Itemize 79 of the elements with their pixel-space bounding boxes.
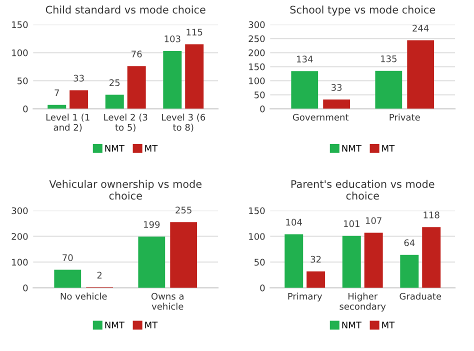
x-tick-label: Level 1 (1 and 2) (46, 114, 90, 132)
y-tick-label: 150 (249, 63, 265, 70)
data-label: 25 (110, 79, 120, 86)
y-tick-label: 150 (249, 207, 265, 214)
y-tick-label: 0 (260, 284, 265, 292)
bar (375, 70, 402, 109)
y-tick-label: 50 (18, 77, 28, 84)
bar (70, 90, 88, 109)
y-tick-label: 250 (248, 35, 265, 42)
data-label: 32 (310, 256, 321, 263)
chart-title: Parent's education vs mode choice (291, 180, 434, 200)
legend-label: NMT (342, 322, 362, 328)
legend-label: MT (145, 322, 158, 328)
legend-label: MT (145, 145, 158, 152)
y-tick-label: 100 (249, 233, 265, 240)
legend-label: NMT (105, 145, 124, 152)
bar (127, 66, 146, 109)
y-tick-label: 300 (12, 207, 28, 214)
y-tick-label: 100 (12, 258, 28, 266)
x-tick-label: Government (292, 114, 349, 121)
legend-label: NMT (342, 145, 362, 152)
bar (54, 270, 82, 288)
chart-title: Child standard vs mode choice (46, 6, 206, 14)
bar (407, 40, 434, 109)
bar (284, 234, 304, 288)
data-label: 244 (412, 24, 429, 32)
x-tick-label: No vehicle (60, 292, 107, 300)
chart-title: School type vs mode choice (290, 6, 436, 16)
bar (185, 44, 204, 109)
data-label: 115 (186, 28, 202, 36)
y-tick-label: 0 (23, 106, 28, 112)
bar (105, 94, 124, 109)
bar (306, 271, 326, 288)
data-label: 33 (332, 84, 342, 91)
data-label: 118 (424, 212, 440, 218)
y-tick-label: 0 (260, 106, 265, 112)
x-tick-label: Level 2 (3 to 5) (104, 114, 148, 132)
y-tick-label: 150 (12, 21, 28, 28)
bar (163, 50, 182, 109)
data-label: 107 (366, 217, 382, 224)
y-tick-label: 100 (249, 77, 265, 84)
bar (364, 232, 383, 288)
y-tick-label: 50 (254, 92, 265, 98)
data-label: 64 (404, 239, 415, 246)
data-label: 7 (54, 89, 59, 96)
legend-label: NMT (105, 322, 124, 328)
data-label: 255 (176, 206, 192, 214)
data-label: 135 (381, 55, 396, 62)
x-tick-label: Private (390, 114, 420, 121)
data-label: 33 (74, 74, 84, 82)
data-label: 76 (132, 50, 142, 58)
data-label: 103 (164, 35, 180, 42)
y-tick-label: 300 (248, 21, 265, 28)
chart-title: Vehicular ownership vs mode choice (49, 180, 202, 200)
y-tick-label: 100 (12, 49, 28, 56)
data-label: 70 (62, 254, 73, 262)
bar (138, 236, 166, 288)
x-tick-label: Primary (288, 292, 322, 302)
data-label: 199 (144, 221, 160, 228)
x-tick-label: Higher secondary (340, 292, 386, 312)
y-tick-label: 50 (254, 258, 265, 266)
data-label: 101 (344, 220, 360, 228)
data-label: 134 (297, 56, 313, 62)
bar (342, 236, 361, 288)
y-tick-label: 200 (12, 233, 28, 240)
bar (400, 254, 419, 288)
bar (291, 71, 318, 109)
x-tick-label: Level 3 (6 to 8) (162, 114, 206, 132)
data-label: 104 (286, 218, 302, 226)
x-tick-label: Graduate (400, 292, 442, 300)
legend-label: MT (382, 322, 395, 328)
legend-label: MT (382, 145, 395, 152)
y-tick-label: 200 (248, 49, 265, 56)
bar (170, 222, 198, 288)
bar (323, 100, 350, 109)
y-tick-label: 0 (23, 284, 28, 292)
data-label: 2 (97, 272, 102, 278)
bar (422, 227, 441, 288)
x-tick-label: Owns a vehicle (151, 292, 184, 310)
